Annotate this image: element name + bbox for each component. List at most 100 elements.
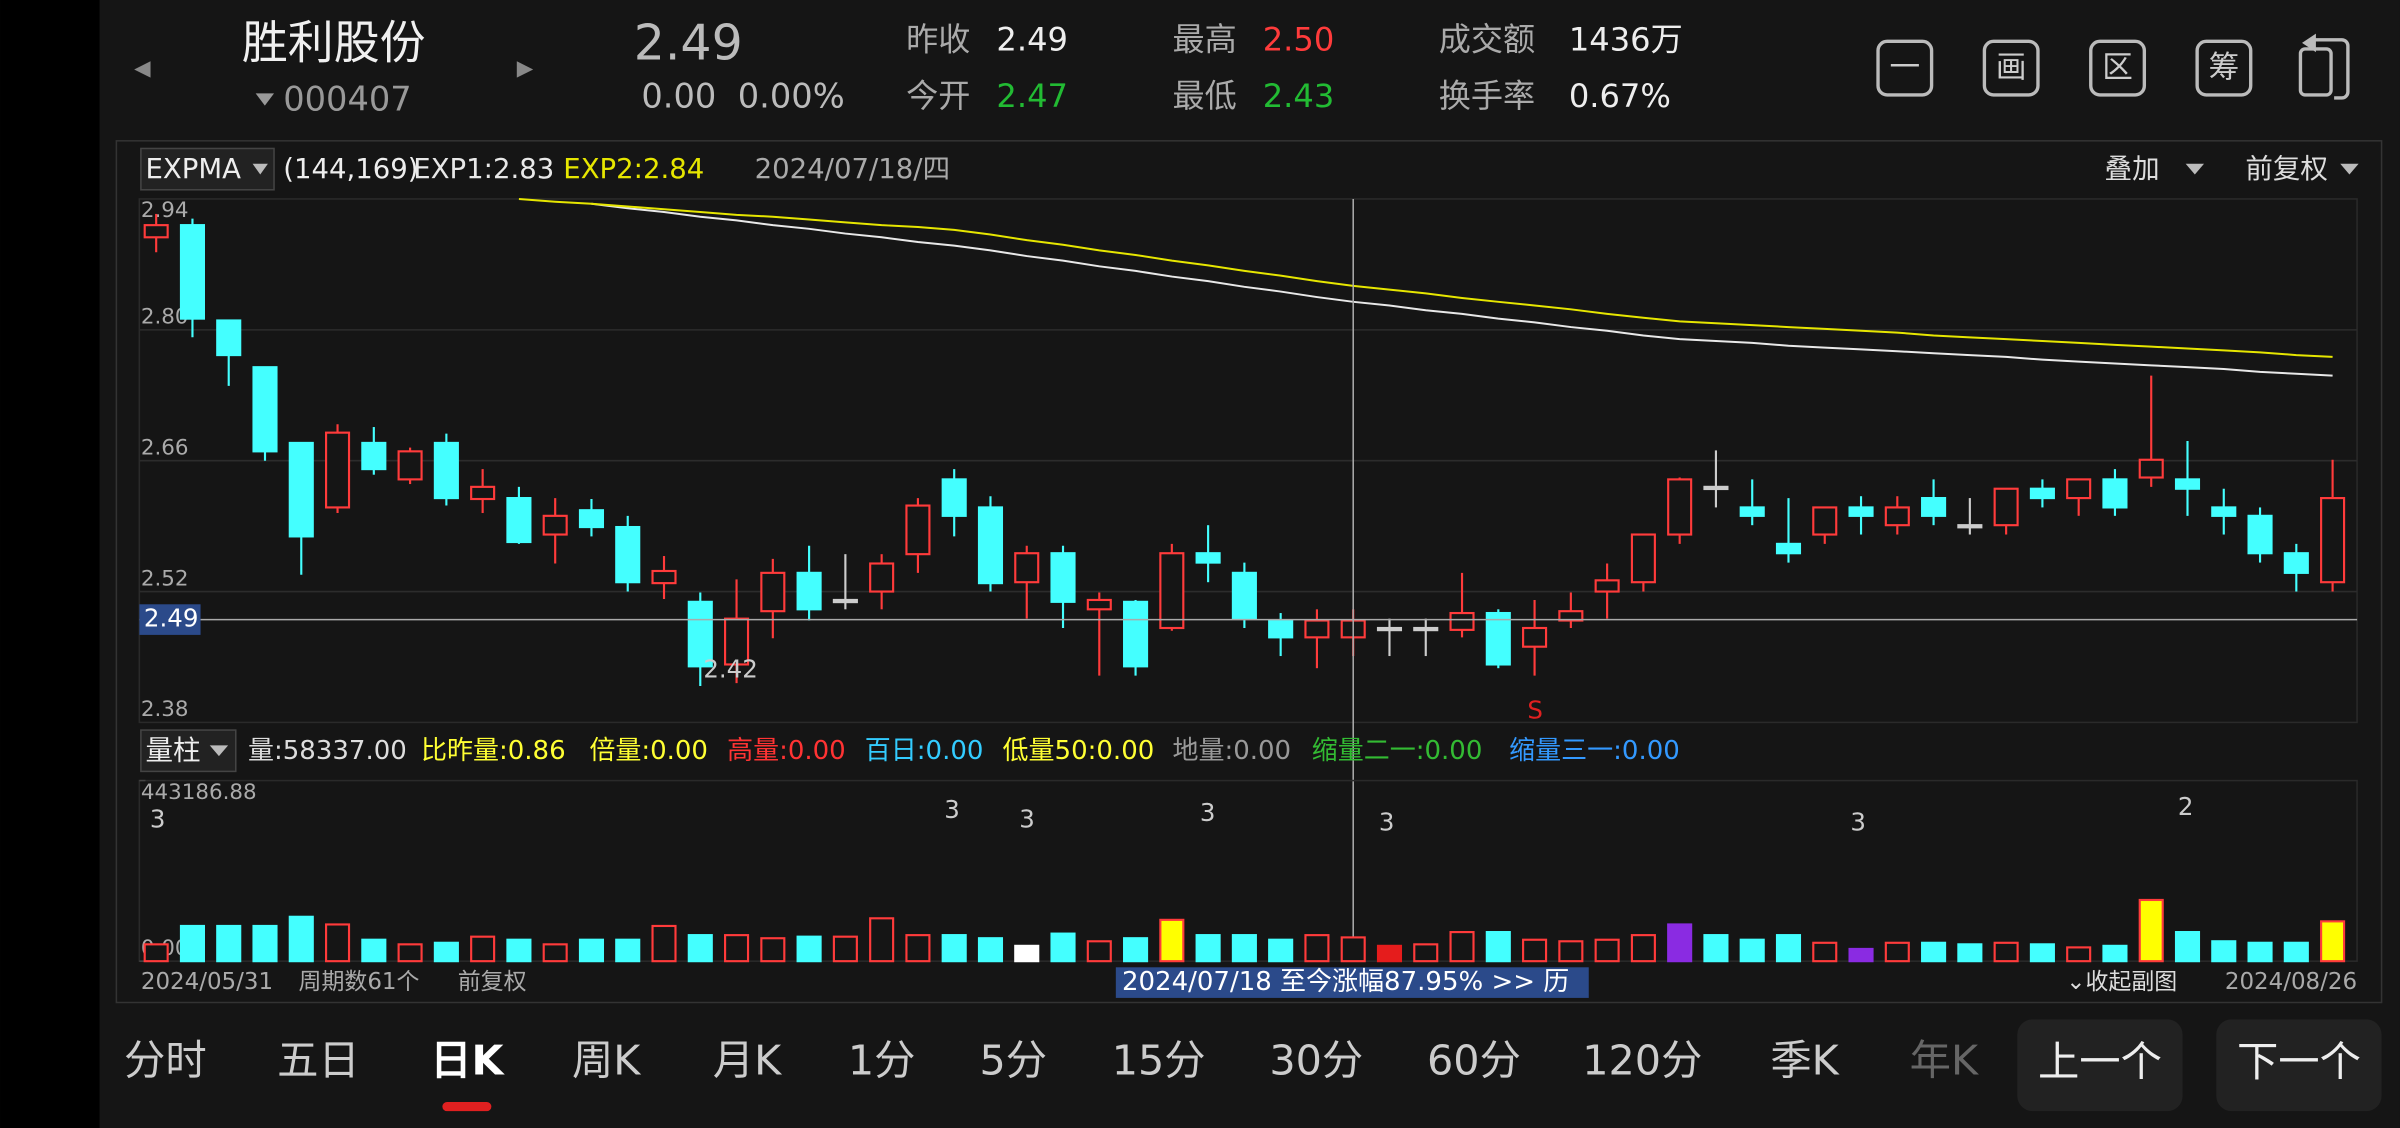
volume-bar	[397, 943, 423, 963]
candle-body	[2211, 506, 2237, 517]
volume-bar	[1304, 934, 1330, 963]
period-tab[interactable]: 60分	[1427, 1037, 1521, 1085]
tool-label[interactable]: 区	[2102, 50, 2133, 85]
stat-value: 2.50	[1263, 20, 1335, 58]
candle-body	[1268, 619, 1294, 639]
candle-body	[941, 478, 967, 517]
volume-bar	[760, 937, 786, 963]
crosshair-date: 2024/07/18/四	[755, 153, 950, 185]
tool-button[interactable]	[2089, 39, 2147, 97]
volume-indicator[interactable]: 量柱	[145, 734, 200, 766]
candle-body	[905, 504, 931, 556]
rotate-icon[interactable]	[2298, 33, 2350, 100]
volume-bar	[977, 937, 1004, 963]
prev-button[interactable]: 上一个	[2038, 1038, 2162, 1086]
tool-button[interactable]	[1982, 39, 2040, 97]
range-change[interactable]: 2024/07/18 至今涨幅87.95% >> 历	[1122, 967, 1569, 997]
period-tab[interactable]: 周K	[572, 1037, 641, 1085]
stat-label: 昨收	[906, 20, 970, 58]
volume-bar	[324, 923, 351, 963]
candle-body	[977, 506, 1004, 585]
volume-bar	[143, 943, 169, 963]
candle-body	[796, 571, 822, 611]
period-tab[interactable]: 月K	[713, 1037, 782, 1085]
volume-bar	[1195, 934, 1221, 963]
tool-button[interactable]	[2195, 39, 2253, 97]
volume-marker: 3	[944, 795, 960, 824]
volume-bar	[506, 938, 532, 963]
period-tab[interactable]: 15分	[1112, 1037, 1206, 1085]
candle-body	[1703, 485, 1729, 491]
volume-bar	[1449, 931, 1475, 963]
volume-bar	[1667, 923, 1693, 963]
period-tab[interactable]: 日K	[430, 1037, 505, 1085]
volume-bar	[2138, 898, 2164, 963]
volume-bar	[941, 934, 967, 963]
y-tick-label: 2.66	[141, 435, 189, 460]
code-dropdown-icon[interactable]	[255, 93, 275, 106]
period-tab[interactable]: 30分	[1269, 1037, 1363, 1085]
volume-selector[interactable]	[140, 729, 237, 773]
candle-body	[1485, 611, 1511, 666]
period-tab[interactable]: 5分	[979, 1037, 1047, 1085]
volume-bar	[2174, 931, 2201, 963]
overlay-button[interactable]: 叠加	[2105, 153, 2160, 185]
volume-bar	[1775, 934, 1802, 963]
price-chart: 2.942.802.662.522.382.492.42S	[139, 197, 2358, 962]
volume-bar	[1050, 932, 1076, 963]
prev-stock-arrow[interactable]: ◀	[134, 56, 151, 81]
collapse-subchart[interactable]: ⌄收起副图	[2066, 969, 2177, 995]
next-button[interactable]: 下一个	[2237, 1038, 2361, 1086]
tool-label[interactable]: 一	[1890, 50, 1921, 85]
change-pct: 0.00%	[738, 76, 845, 115]
y-tick-label: 2.52	[141, 566, 189, 591]
volume-readout: 地量:0.00	[1172, 736, 1291, 766]
period-tab[interactable]: 年K	[1910, 1037, 1979, 1085]
legend-exp1: EXP1:2.83	[413, 153, 554, 185]
candle-body	[288, 441, 314, 538]
volume-bar	[1594, 938, 1620, 963]
next-stock-arrow[interactable]: ▶	[517, 56, 534, 81]
candle-body	[651, 569, 677, 585]
period-tabs: 分时 五日 日K 周K 月K 1分 5分 15分 30分 60分 120分 季K 年K	[124, 1037, 1979, 1112]
tool-label[interactable]: 筹	[2209, 50, 2240, 85]
candle-body	[1921, 497, 1947, 517]
toolbar: 一画区筹	[1876, 39, 2253, 97]
stat-value: 2.43	[1263, 77, 1335, 115]
adjust-button[interactable]: 前复权	[2245, 153, 2328, 185]
crosshair-price-box	[139, 604, 201, 635]
chart-panel	[115, 140, 2383, 1004]
candle-body	[1848, 506, 1874, 517]
indicator-selector[interactable]	[140, 147, 275, 191]
volume-bar	[433, 941, 459, 963]
volume-readout: 倍量:0.00	[589, 736, 708, 766]
indicator-name[interactable]: EXPMA	[145, 153, 241, 185]
next-button-bg[interactable]	[2216, 1019, 2382, 1112]
volume-bar	[905, 934, 931, 963]
tool-label[interactable]: 画	[1996, 50, 2027, 85]
candle-body	[324, 431, 351, 509]
candle-body	[615, 525, 641, 584]
volume-bar	[1123, 937, 1149, 963]
range-box[interactable]	[1115, 967, 1589, 998]
stock-code: 000407	[283, 80, 411, 119]
period-tab[interactable]: 五日	[277, 1037, 360, 1085]
volume-bar	[1957, 943, 1983, 963]
volume-bar	[796, 935, 822, 963]
period-tab[interactable]: 季K	[1770, 1037, 1839, 1085]
candle-body	[1413, 626, 1439, 632]
period-tab[interactable]: 分时	[124, 1037, 207, 1085]
tool-button[interactable]	[1876, 39, 1934, 97]
period-tab[interactable]: 120分	[1582, 1037, 1702, 1085]
volume-readout: 缩量二一:0.00	[1312, 736, 1483, 766]
period-tab[interactable]: 1分	[848, 1037, 916, 1085]
volume-bar	[288, 915, 314, 963]
crosshair-price: 2.49	[144, 604, 198, 633]
volume-chart: 量:58337.00 比昨量:0.86 倍量:0.00 高量:0.00 百日:0.00 低…	[139, 736, 2346, 963]
volume-bar	[1485, 931, 1511, 963]
adjust-label: 前复权	[458, 969, 527, 995]
volume-bar	[1739, 938, 1765, 963]
prev-button-bg[interactable]	[2017, 1019, 2183, 1112]
dropdown-icon	[2185, 163, 2205, 175]
